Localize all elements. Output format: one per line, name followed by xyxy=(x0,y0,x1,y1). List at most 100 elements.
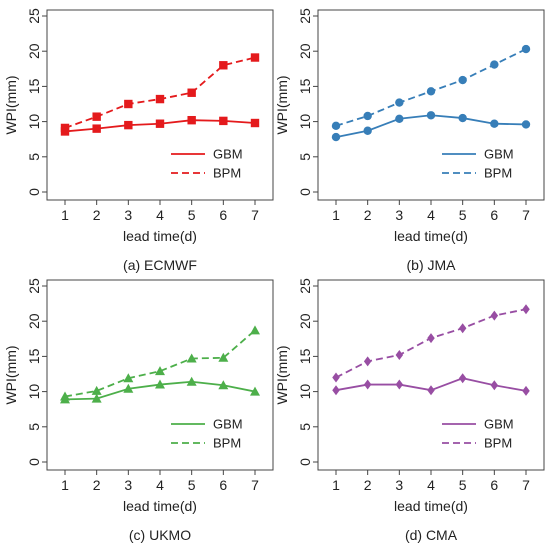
x-tick-label: 2 xyxy=(93,207,101,223)
x-tick-label: 5 xyxy=(459,477,467,493)
data-point-gbm xyxy=(395,114,404,123)
data-point-gbm xyxy=(250,118,260,128)
data-point-gbm xyxy=(426,111,436,120)
data-point-bpm xyxy=(123,373,134,383)
data-point-bpm xyxy=(395,349,404,360)
x-tick-label: 1 xyxy=(332,477,340,493)
data-point-gbm xyxy=(155,119,165,128)
data-point-gbm xyxy=(92,124,101,133)
legend-label-bpm: BPM xyxy=(213,436,241,451)
y-tick-label: 15 xyxy=(26,78,42,94)
data-point-bpm xyxy=(250,53,260,62)
data-point-gbm xyxy=(332,385,340,396)
y-tick-label: 0 xyxy=(297,188,313,196)
data-point-gbm xyxy=(490,119,499,128)
legend-label-gbm: GBM xyxy=(484,417,514,432)
data-point-gbm xyxy=(219,116,228,126)
data-point-gbm xyxy=(363,126,372,135)
data-point-bpm xyxy=(363,356,372,367)
y-tick-label: 0 xyxy=(26,458,42,466)
y-axis-label: WPI(mm) xyxy=(3,345,19,404)
data-point-gbm xyxy=(123,383,134,393)
data-point-bpm xyxy=(218,352,229,362)
y-axis-label: WPI(mm) xyxy=(274,75,290,134)
series-line-bpm xyxy=(335,308,527,379)
data-point-bpm xyxy=(426,87,436,96)
x-tick-label: 6 xyxy=(490,207,498,223)
x-tick-label: 5 xyxy=(459,207,467,223)
data-point-gbm xyxy=(155,379,165,389)
legend-label-bpm: BPM xyxy=(484,166,512,181)
y-tick-label: 10 xyxy=(26,384,42,400)
y-tick-label: 20 xyxy=(297,313,313,329)
data-point-gbm xyxy=(521,120,531,129)
x-axis-label: lead time(d) xyxy=(123,228,197,244)
y-tick-label: 25 xyxy=(26,8,42,24)
data-point-gbm xyxy=(458,373,467,384)
x-tick-label: 3 xyxy=(395,207,403,223)
y-tick-label: 25 xyxy=(297,8,313,24)
y-tick-label: 5 xyxy=(26,153,42,161)
x-tick-label: 5 xyxy=(188,477,196,493)
data-point-bpm xyxy=(250,325,260,335)
panel-caption: (b) JMA xyxy=(407,257,457,273)
y-tick-label: 5 xyxy=(297,153,313,161)
data-point-gbm xyxy=(91,393,102,403)
y-tick-label: 15 xyxy=(297,78,313,94)
legend-label-gbm: GBM xyxy=(484,147,514,162)
data-point-bpm xyxy=(521,44,531,54)
panel-caption: (c) UKMO xyxy=(129,527,191,543)
panel-caption: (a) ECMWF xyxy=(123,257,197,273)
x-tick-label: 4 xyxy=(156,207,164,223)
chart-panel-2: 0 5 10 15 20 25 1 2 3 4 5 6 7 WPI(mm) lead time(d) (b) … xyxy=(274,8,545,273)
x-tick-label: 7 xyxy=(251,477,259,493)
y-tick-label: 25 xyxy=(26,278,42,294)
data-point-gbm xyxy=(124,120,133,130)
x-axis-label: lead time(d) xyxy=(394,498,468,514)
y-tick-label: 5 xyxy=(26,423,42,431)
legend: GBM BPM xyxy=(171,417,243,451)
x-tick-label: 3 xyxy=(395,477,403,493)
x-tick-label: 2 xyxy=(364,477,372,493)
y-tick-label: 20 xyxy=(26,43,42,59)
data-point-bpm xyxy=(124,99,133,109)
y-tick-label: 25 xyxy=(297,278,313,294)
panel-caption: (d) CMA xyxy=(405,527,458,543)
data-point-bpm xyxy=(332,372,340,383)
x-tick-label: 4 xyxy=(427,477,435,493)
x-tick-label: 2 xyxy=(364,207,372,223)
y-tick-label: 10 xyxy=(26,114,42,130)
data-point-bpm xyxy=(60,123,70,133)
x-tick-label: 2 xyxy=(93,477,101,493)
data-point-bpm xyxy=(395,98,404,107)
y-tick-label: 0 xyxy=(26,188,42,196)
y-axis-label: WPI(mm) xyxy=(274,345,290,404)
chart-panel-1: 0 5 10 15 20 25 1 2 3 4 5 6 7 WPI(mm) lead time(d) (a) … xyxy=(3,8,274,273)
data-point-bpm xyxy=(219,61,228,70)
data-point-bpm xyxy=(458,75,467,85)
y-tick-label: 5 xyxy=(297,423,313,431)
data-point-bpm xyxy=(490,60,499,69)
data-point-bpm xyxy=(363,111,372,121)
data-point-bpm xyxy=(60,391,70,401)
legend-label-gbm: GBM xyxy=(213,417,243,432)
data-point-bpm xyxy=(331,121,341,131)
data-point-bpm xyxy=(155,366,165,376)
x-axis-label: lead time(d) xyxy=(123,498,197,514)
legend: GBM BPM xyxy=(442,147,514,181)
data-point-gbm xyxy=(218,380,229,390)
x-tick-label: 7 xyxy=(251,207,259,223)
data-point-gbm xyxy=(395,379,404,390)
x-tick-label: 6 xyxy=(219,207,227,223)
x-tick-label: 6 xyxy=(219,477,227,493)
x-tick-label: 3 xyxy=(124,477,132,493)
x-tick-label: 1 xyxy=(332,207,340,223)
data-point-gbm xyxy=(331,132,341,142)
x-tick-label: 7 xyxy=(522,477,530,493)
y-tick-label: 20 xyxy=(26,313,42,329)
data-point-gbm xyxy=(458,113,467,123)
x-tick-label: 6 xyxy=(490,477,498,493)
data-point-bpm xyxy=(155,94,165,104)
x-tick-label: 4 xyxy=(156,477,164,493)
